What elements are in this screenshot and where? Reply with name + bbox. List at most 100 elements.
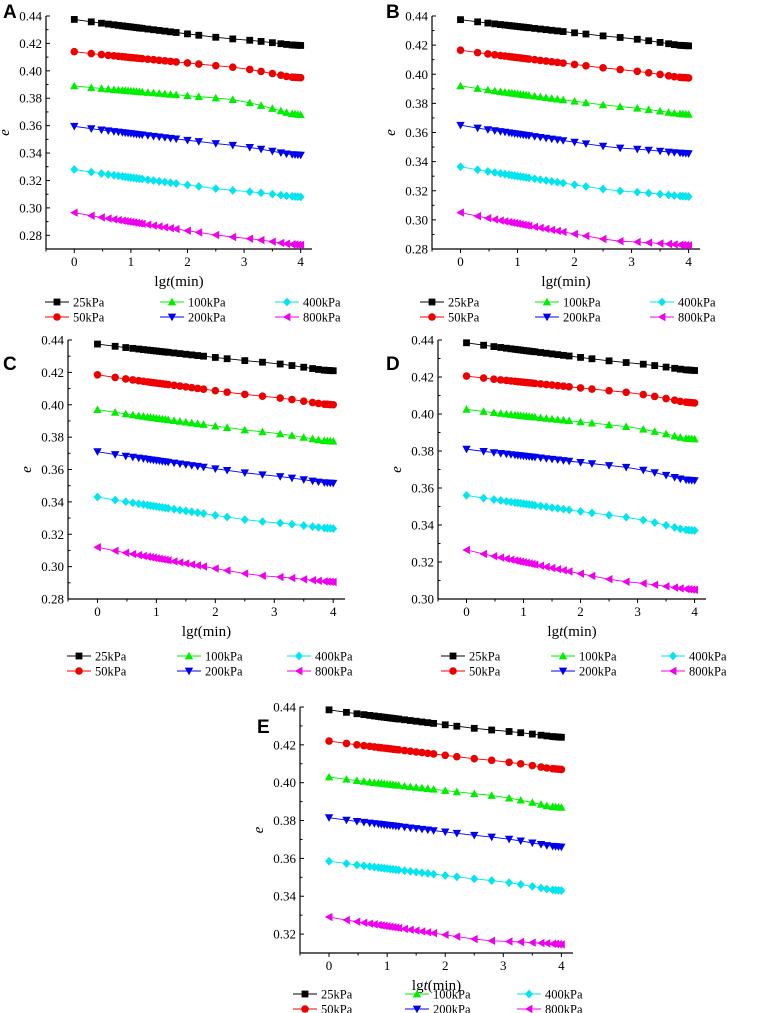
data-point	[452, 829, 462, 838]
data-point	[424, 719, 432, 727]
legend-marker	[294, 666, 303, 676]
legend: 25kPa 100kPa 400kPa 50kPa 200kPa 800kPa	[45, 296, 341, 325]
data-point	[308, 398, 317, 407]
data-point	[557, 765, 566, 774]
data-point	[547, 135, 556, 144]
data-point	[684, 150, 693, 158]
data-point	[166, 223, 174, 233]
data-point	[93, 371, 102, 379]
data-point	[536, 92, 545, 101]
data-point	[129, 344, 137, 352]
data-point	[479, 549, 488, 559]
series-800kPa	[70, 208, 305, 250]
data-point	[530, 500, 539, 510]
legend-item-200kPa: 200kPa	[177, 665, 243, 679]
legend-label: 25kPa	[321, 988, 353, 1002]
data-point	[166, 178, 175, 188]
data-point	[483, 213, 492, 223]
data-point	[496, 553, 505, 562]
data-point	[143, 552, 151, 561]
data-point	[502, 554, 510, 563]
data-point	[528, 938, 536, 947]
data-point	[524, 173, 533, 183]
data-point	[314, 399, 323, 408]
data-point	[121, 409, 130, 418]
data-point	[462, 445, 471, 454]
data-point	[282, 108, 291, 116]
data-point	[314, 435, 323, 444]
data-point	[576, 384, 585, 392]
data-point	[246, 36, 254, 44]
data-point	[110, 21, 118, 29]
data-point	[489, 449, 499, 457]
data-point	[483, 126, 493, 134]
data-point	[193, 508, 202, 518]
data-point	[109, 215, 118, 224]
data-point	[282, 72, 291, 81]
data-point	[557, 886, 566, 895]
data-point	[548, 26, 556, 34]
legend-label: 200kPa	[205, 665, 243, 679]
y-tick-label: 0.38	[411, 444, 434, 459]
data-point	[564, 567, 573, 576]
series-25kPa	[457, 16, 692, 50]
data-point	[661, 429, 671, 438]
data-point	[536, 800, 546, 808]
data-point	[359, 918, 368, 927]
data-point	[412, 867, 421, 877]
legend-item-800kPa: 800kPa	[517, 1003, 583, 1013]
data-point	[536, 175, 545, 185]
data-point	[268, 69, 277, 78]
data-point	[149, 553, 157, 562]
data-point	[530, 412, 540, 421]
data-point	[516, 880, 525, 889]
data-point	[276, 518, 285, 528]
data-point	[570, 229, 578, 239]
data-point	[182, 350, 190, 358]
data-point	[604, 462, 614, 470]
data-point	[553, 94, 562, 103]
legend-marker	[53, 313, 61, 321]
y-tick-label: 0.42	[19, 36, 42, 51]
data-point	[504, 835, 514, 844]
data-point	[166, 90, 175, 98]
data-point	[570, 180, 579, 190]
data-point	[616, 186, 625, 196]
data-point	[111, 342, 119, 350]
y-axis-title: e	[389, 466, 405, 473]
data-point	[456, 208, 464, 217]
y-tick-label: 0.38	[405, 96, 428, 111]
data-point	[496, 376, 505, 384]
y-axis-title: e	[383, 129, 399, 136]
data-point	[639, 515, 648, 525]
data-point	[690, 399, 699, 407]
data-point	[149, 176, 158, 185]
data-point	[164, 503, 173, 513]
data-point	[111, 495, 120, 505]
data-point	[598, 100, 608, 109]
data-point	[324, 772, 334, 781]
data-point	[288, 362, 296, 369]
legend-label: 50kPa	[321, 1003, 353, 1013]
data-point	[149, 55, 158, 64]
data-point	[429, 928, 437, 938]
legend-marker	[75, 667, 83, 675]
y-tick-label: 0.42	[41, 365, 64, 380]
data-point	[87, 125, 96, 133]
data-point	[604, 575, 613, 584]
data-point	[541, 134, 551, 143]
data-point	[258, 392, 267, 401]
data-point	[453, 752, 461, 761]
y-tick-label: 0.30	[19, 200, 42, 215]
legend-item-100kPa: 100kPa	[160, 296, 226, 310]
legend-marker	[542, 313, 552, 322]
data-point	[155, 554, 163, 564]
data-point	[228, 232, 237, 242]
data-point	[542, 884, 551, 894]
data-point	[487, 833, 496, 842]
data-point	[576, 458, 585, 467]
data-point	[128, 549, 137, 559]
data-point	[553, 226, 561, 236]
x-tick-label: 0	[457, 254, 464, 269]
